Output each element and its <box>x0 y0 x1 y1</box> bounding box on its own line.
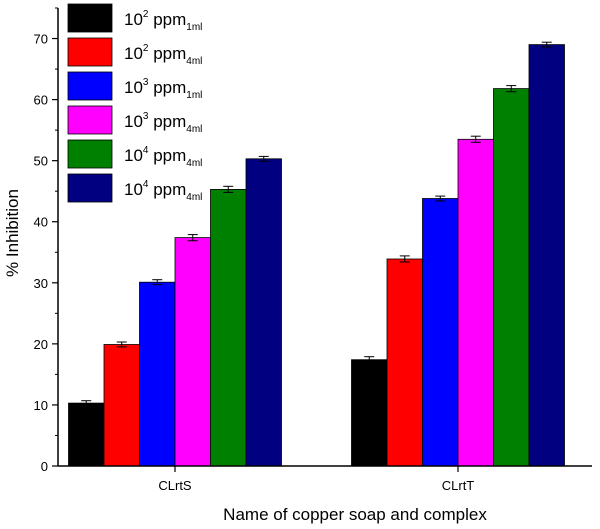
y-tick-label: 40 <box>34 215 48 230</box>
x-tick-label: CLrtS <box>158 478 192 493</box>
legend-swatch <box>67 71 113 101</box>
legend-label: 102 ppm1ml <box>124 9 202 33</box>
y-axis-title: % Inhibition <box>3 189 22 277</box>
legend-swatch <box>67 3 113 33</box>
x-axis: CLrtS CLrtT <box>58 465 592 493</box>
x-tick-label: CLrtT <box>442 478 475 493</box>
bar <box>103 344 140 467</box>
legend-swatch <box>67 37 113 67</box>
legend-swatch <box>67 105 113 135</box>
bar <box>457 138 494 467</box>
bar <box>422 198 459 467</box>
bar-group <box>68 41 565 467</box>
y-tick-label: 0 <box>41 459 48 474</box>
chart-legend: 102 ppm1ml 102 ppm4ml 103 ppm1ml 103 ppm4ml… <box>67 3 202 203</box>
y-tick-label: 50 <box>34 154 48 169</box>
legend-label: 103 ppm4ml <box>124 111 202 135</box>
bar <box>245 158 282 467</box>
bar <box>210 188 247 467</box>
bar <box>68 402 105 467</box>
bar <box>493 88 530 467</box>
y-axis: 0 10 20 30 40 50 60 70 <box>34 7 59 474</box>
y-tick-label: 30 <box>34 276 48 291</box>
bar <box>351 359 388 467</box>
bar <box>174 237 211 467</box>
y-tick-label: 20 <box>34 337 48 352</box>
bar <box>386 258 423 467</box>
legend-swatch <box>67 139 113 169</box>
legend-label: 104 ppm4ml <box>124 145 202 169</box>
legend-label: 104 ppm4ml <box>124 179 202 203</box>
bar <box>139 281 176 467</box>
x-axis-title: Name of copper soap and complex <box>223 505 487 524</box>
legend-swatch <box>67 173 113 203</box>
y-tick-label: 60 <box>34 93 48 108</box>
y-tick-label: 10 <box>34 398 48 413</box>
legend-label: 102 ppm4ml <box>124 43 202 67</box>
bar <box>528 44 565 467</box>
legend-label: 103 ppm1ml <box>124 77 202 101</box>
y-tick-label: 70 <box>34 32 48 47</box>
